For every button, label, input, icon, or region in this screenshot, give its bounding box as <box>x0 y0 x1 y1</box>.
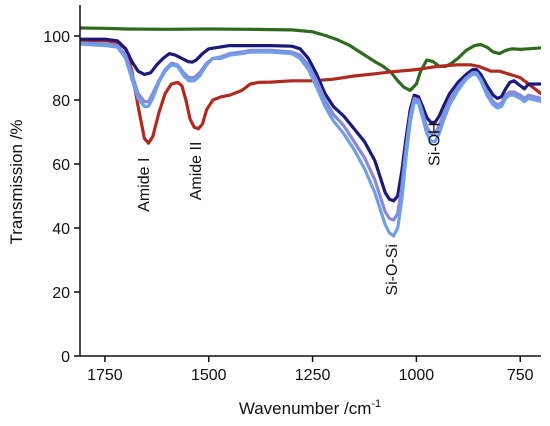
annotation-si-oh: Si-OH <box>427 122 444 166</box>
y-tick-label: 60 <box>52 157 70 174</box>
spectrum-line-5 <box>80 42 541 238</box>
peak-annotations: Amide I Amide II Si-O-Si Si-OH <box>136 122 444 295</box>
spectrum-series-group <box>80 26 541 238</box>
x-axis-title-main: Wavenumber /cm <box>239 399 372 418</box>
spectrum-line-1 <box>80 26 541 92</box>
annotation-amide-i: Amide I <box>136 158 153 212</box>
axes <box>79 5 541 357</box>
y-tick-label: 80 <box>52 93 70 110</box>
y-tick-label: 0 <box>61 349 70 366</box>
x-axis-title-superscript: -1 <box>371 398 381 410</box>
y-tick-label: 100 <box>43 29 70 46</box>
x-tick-label: 1750 <box>87 367 123 384</box>
y-tick-label: 40 <box>52 221 70 238</box>
tick-labels: 1750 1500 1250 1000 750 0 20 40 60 80 100 <box>43 29 533 384</box>
spectrum-line-3 <box>80 37 541 203</box>
y-tick-label: 20 <box>52 285 70 302</box>
x-tick-label: 1500 <box>191 367 227 384</box>
axis-ticks <box>74 35 521 362</box>
x-axis-title: Wavenumber /cm-1 <box>239 398 381 418</box>
x-tick-label: 1250 <box>295 367 331 384</box>
spectrum-line-2 <box>80 38 541 145</box>
annotation-amide-ii: Amide II <box>188 142 205 201</box>
x-tick-label: 750 <box>507 367 534 384</box>
annotation-si-o-si: Si-O-Si <box>384 244 401 296</box>
y-axis-title: Transmission /% <box>7 119 26 244</box>
x-tick-label: 1000 <box>399 367 435 384</box>
